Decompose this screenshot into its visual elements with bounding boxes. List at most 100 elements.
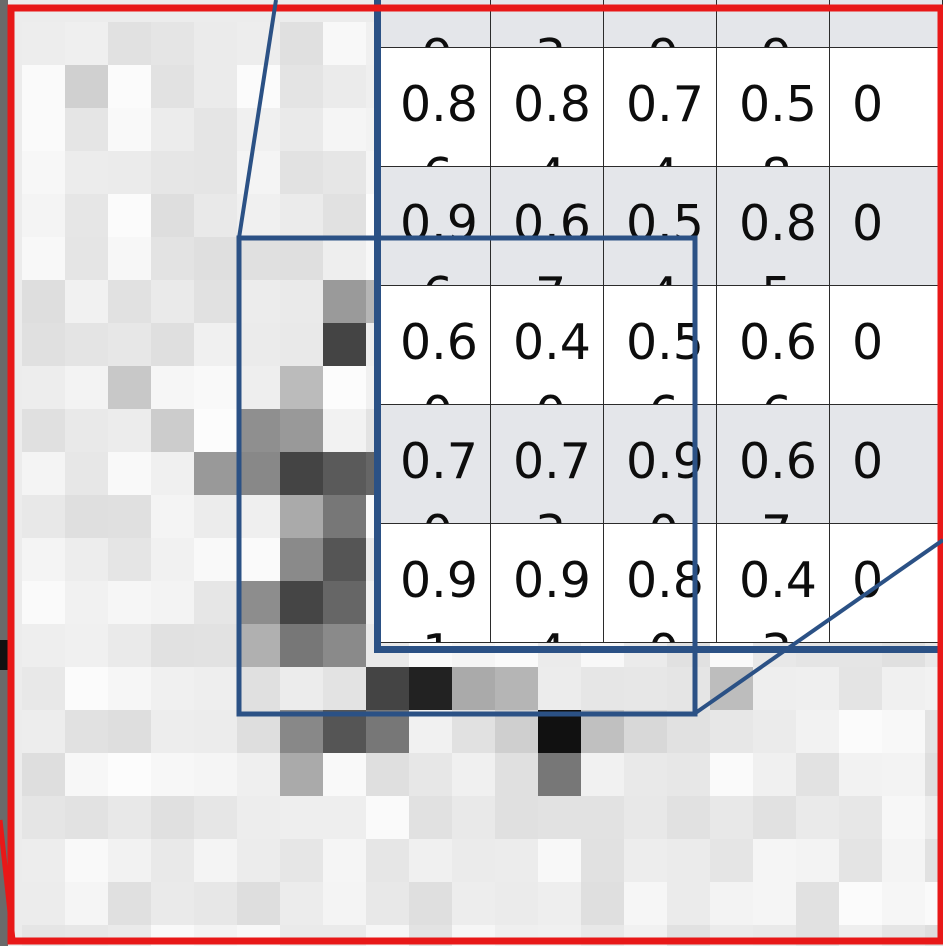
image-pixel — [710, 882, 753, 925]
image-pixel — [280, 108, 323, 151]
matrix-row: 0.910.940.800.430 — [377, 523, 943, 643]
image-pixel — [925, 796, 943, 839]
image-pixel — [280, 753, 323, 796]
image-pixel — [323, 538, 366, 581]
image-pixel — [581, 667, 624, 710]
image-pixel — [280, 194, 323, 237]
cell-value: 0 — [852, 552, 884, 609]
image-pixel — [667, 882, 710, 925]
image-pixel — [839, 710, 882, 753]
image-pixel — [237, 22, 280, 65]
image-pixel — [624, 710, 667, 753]
image-pixel — [753, 796, 796, 839]
image-pixel — [65, 667, 108, 710]
image-pixel — [710, 925, 753, 946]
image-pixel — [194, 237, 237, 280]
cell-wrapped-digit: 6 — [761, 390, 792, 404]
image-pixel — [108, 22, 151, 65]
image-pixel — [323, 409, 366, 452]
image-pixel — [409, 667, 452, 710]
image-pixel — [796, 882, 839, 925]
matrix-cell — [829, 0, 943, 48]
image-pixel — [108, 710, 151, 753]
image-pixel — [65, 65, 108, 108]
image-pixel — [753, 882, 796, 925]
matrix-cell: 0 — [829, 523, 943, 643]
image-pixel — [194, 753, 237, 796]
image-pixel — [108, 495, 151, 538]
image-pixel — [323, 667, 366, 710]
matrix-cell: 0.40 — [490, 285, 604, 405]
image-pixel — [194, 925, 237, 946]
image-pixel — [495, 667, 538, 710]
cell-value: 0.7 — [626, 76, 704, 133]
image-pixel — [108, 839, 151, 882]
matrix-cell: 0.70 — [377, 404, 491, 524]
image-pixel — [280, 237, 323, 280]
image-pixel — [538, 796, 581, 839]
cell-wrapped-digit: 4 — [648, 152, 679, 166]
image-pixel — [495, 710, 538, 753]
image-pixel — [796, 925, 839, 946]
image-pixel — [538, 925, 581, 946]
image-pixel — [22, 409, 65, 452]
cell-wrapped-digit: 4 — [535, 628, 566, 642]
image-pixel — [280, 495, 323, 538]
image-pixel — [194, 151, 237, 194]
cell-value: 0.6 — [739, 314, 817, 371]
image-pixel — [237, 581, 280, 624]
image-pixel — [22, 839, 65, 882]
image-pixel — [22, 108, 65, 151]
image-pixel — [108, 667, 151, 710]
image-pixel — [65, 925, 108, 946]
matrix-cell: 0.91 — [377, 523, 491, 643]
image-pixel — [882, 882, 925, 925]
cell-wrapped-digit: 0 — [422, 509, 453, 523]
cell-wrapped-digit: 0 — [422, 390, 453, 404]
matrix-cell: 0.84 — [490, 47, 604, 167]
image-pixel — [538, 667, 581, 710]
matrix-cell: 0.85 — [716, 166, 830, 286]
image-pixel — [323, 495, 366, 538]
image-pixel — [194, 495, 237, 538]
image-pixel — [194, 366, 237, 409]
image-pixel — [65, 753, 108, 796]
cell-wrapped-digit: 6 — [422, 152, 453, 166]
image-pixel — [839, 796, 882, 839]
cell-value: 0.8 — [739, 195, 817, 252]
image-pixel — [280, 65, 323, 108]
cell-value: 0.7 — [400, 433, 478, 490]
matrix-cell: 0.54 — [603, 166, 717, 286]
image-pixel — [495, 925, 538, 946]
image-pixel — [925, 925, 943, 946]
image-pixel — [925, 667, 943, 710]
matrix-cell: 0 — [829, 285, 943, 405]
cell-value: 0.9 — [513, 552, 591, 609]
image-pixel — [409, 796, 452, 839]
image-pixel — [452, 839, 495, 882]
image-pixel — [237, 538, 280, 581]
image-pixel — [194, 538, 237, 581]
image-pixel — [65, 839, 108, 882]
image-pixel — [667, 753, 710, 796]
image-pixel — [108, 194, 151, 237]
cell-value: 0.6 — [513, 195, 591, 252]
image-pixel — [65, 280, 108, 323]
matrix-cell: 0.67 — [716, 404, 830, 524]
image-pixel — [280, 366, 323, 409]
image-pixel — [22, 796, 65, 839]
matrix-cell: 0.80 — [603, 523, 717, 643]
image-pixel — [280, 667, 323, 710]
image-pixel — [323, 22, 366, 65]
image-pixel — [839, 667, 882, 710]
image-pixel — [839, 925, 882, 946]
image-pixel — [882, 925, 925, 946]
cell-value: 0.6 — [739, 433, 817, 490]
image-pixel — [624, 796, 667, 839]
image-pixel — [22, 65, 65, 108]
image-pixel — [151, 108, 194, 151]
image-pixel — [323, 280, 366, 323]
cell-value: 0.5 — [626, 314, 704, 371]
image-pixel — [753, 710, 796, 753]
image-pixel — [538, 753, 581, 796]
